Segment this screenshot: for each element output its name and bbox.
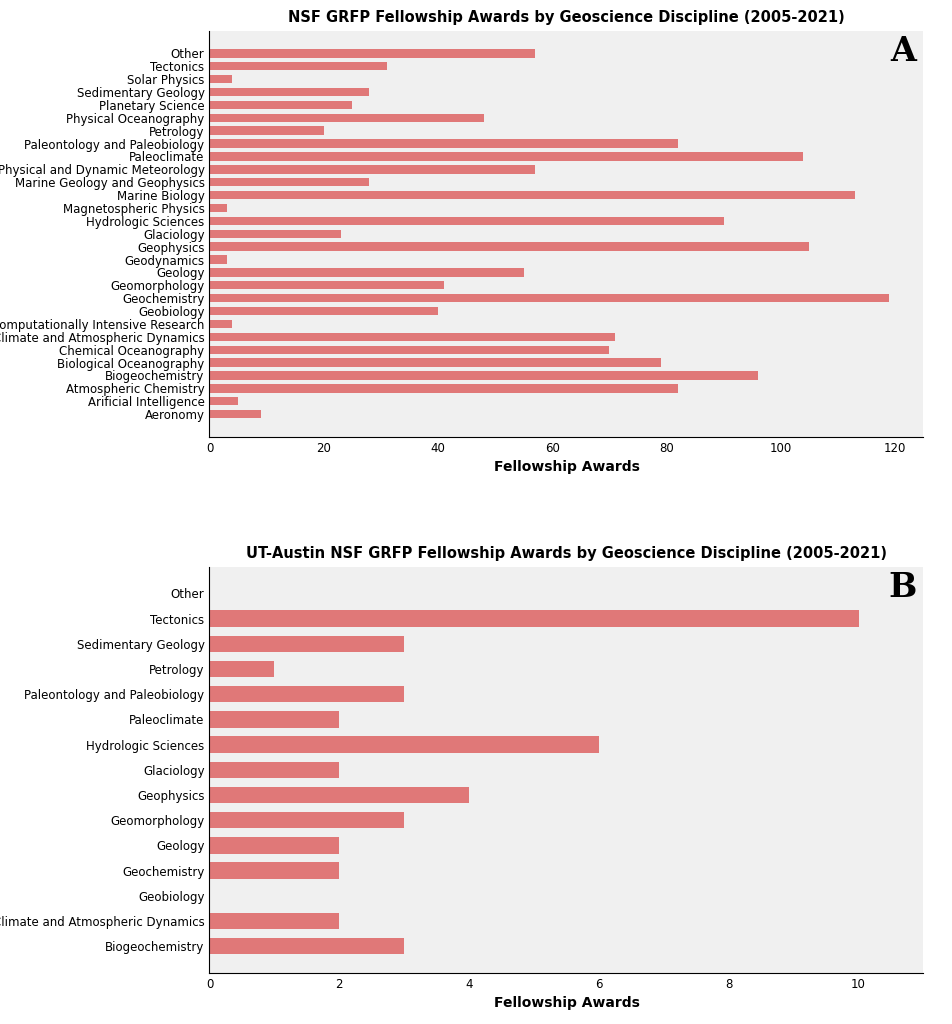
X-axis label: Fellowship Awards: Fellowship Awards [493,460,640,474]
Bar [209,812,405,828]
Bar [209,62,387,71]
Bar [209,49,535,57]
Bar [209,345,609,354]
Bar [209,88,369,96]
Bar [209,139,678,147]
Bar [209,229,341,238]
Bar [209,100,352,110]
Bar [209,912,339,929]
Bar [209,255,227,264]
Bar [209,862,339,879]
Bar [209,243,809,251]
Bar [209,75,232,83]
Bar [209,838,339,854]
Bar [209,712,339,728]
Bar [209,204,227,212]
Bar [209,410,261,419]
Bar [209,397,238,406]
Bar [209,319,232,328]
Bar [209,190,855,200]
Bar [209,938,405,954]
Bar [209,636,405,652]
Title: UT-Austin NSF GRFP Fellowship Awards by Geoscience Discipline (2005-2021): UT-Austin NSF GRFP Fellowship Awards by … [246,547,887,561]
Text: B: B [888,570,916,604]
Bar [209,165,535,173]
Bar [209,307,438,315]
Bar [209,686,405,702]
Bar [209,282,444,290]
Bar [209,358,661,367]
Bar [209,333,615,341]
Bar [209,294,889,302]
Bar [209,762,339,778]
Bar [209,114,484,122]
Bar [209,786,469,803]
Bar [209,127,324,135]
Bar [209,178,369,186]
Bar [209,384,678,392]
X-axis label: Fellowship Awards: Fellowship Awards [493,996,640,1011]
Bar [209,736,599,753]
Bar [209,217,724,225]
Title: NSF GRFP Fellowship Awards by Geoscience Discipline (2005-2021): NSF GRFP Fellowship Awards by Geoscience… [288,10,844,26]
Bar [209,660,274,677]
Bar [209,268,524,276]
Bar [209,153,803,161]
Bar [209,372,758,380]
Text: A: A [890,35,916,68]
Bar [209,610,859,627]
